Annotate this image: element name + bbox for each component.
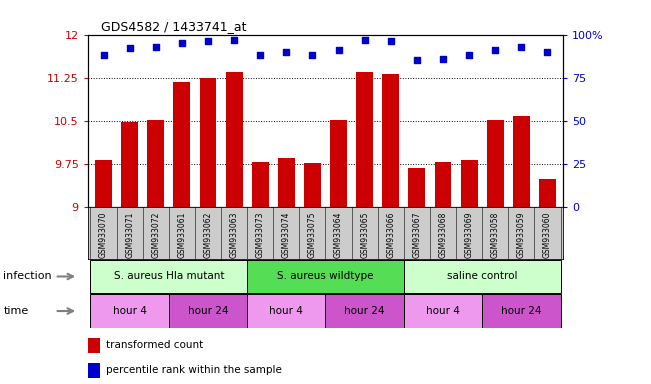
Point: [176, 40, 187, 46]
Bar: [326, 295, 404, 328]
Text: GSM933059: GSM933059: [517, 212, 526, 258]
Bar: [404, 260, 561, 293]
Point: [385, 38, 396, 45]
Bar: [88, 362, 100, 378]
Bar: [404, 295, 482, 328]
Point: [98, 52, 109, 58]
Bar: [90, 295, 169, 328]
Point: [333, 47, 344, 53]
Text: GSM933061: GSM933061: [177, 212, 186, 258]
Point: [464, 52, 475, 58]
Text: GSM933073: GSM933073: [256, 212, 265, 258]
Point: [124, 45, 135, 51]
Text: saline control: saline control: [447, 271, 518, 281]
Point: [411, 58, 422, 64]
Text: hour 4: hour 4: [113, 306, 146, 316]
Text: GSM933071: GSM933071: [125, 212, 134, 258]
Text: GSM933072: GSM933072: [151, 212, 160, 258]
Text: GSM933063: GSM933063: [230, 212, 239, 258]
Text: GSM933065: GSM933065: [360, 212, 369, 258]
Bar: [173, 83, 190, 207]
Text: S. aureus wildtype: S. aureus wildtype: [277, 271, 374, 281]
Bar: [304, 163, 321, 207]
Text: GSM933066: GSM933066: [386, 212, 395, 258]
Text: GSM933058: GSM933058: [491, 212, 500, 258]
Point: [307, 52, 318, 58]
Bar: [382, 74, 399, 207]
Text: GSM933062: GSM933062: [204, 212, 212, 258]
Text: GDS4582 / 1433741_at: GDS4582 / 1433741_at: [101, 20, 247, 33]
Point: [359, 37, 370, 43]
Text: hour 4: hour 4: [426, 306, 460, 316]
Text: GSM933068: GSM933068: [439, 212, 447, 258]
Bar: [252, 162, 269, 207]
Text: GSM933064: GSM933064: [334, 212, 343, 258]
Text: GSM933070: GSM933070: [99, 212, 108, 258]
Point: [203, 38, 214, 45]
Text: GSM933069: GSM933069: [465, 212, 474, 258]
Bar: [539, 179, 556, 207]
Text: hour 24: hour 24: [187, 306, 229, 316]
Bar: [482, 295, 561, 328]
Bar: [169, 295, 247, 328]
Text: S. aureus Hla mutant: S. aureus Hla mutant: [113, 271, 224, 281]
Bar: [226, 72, 243, 207]
Bar: [247, 295, 326, 328]
Point: [281, 49, 292, 55]
Point: [437, 56, 448, 62]
Bar: [95, 160, 112, 207]
Text: GSM933067: GSM933067: [412, 212, 421, 258]
Bar: [147, 120, 164, 207]
Bar: [88, 338, 100, 353]
Text: infection: infection: [3, 271, 52, 281]
Bar: [513, 116, 530, 207]
Text: percentile rank within the sample: percentile rank within the sample: [106, 365, 282, 375]
Point: [255, 52, 266, 58]
Bar: [487, 120, 504, 207]
Text: hour 24: hour 24: [344, 306, 385, 316]
Point: [542, 49, 553, 55]
Text: GSM933060: GSM933060: [543, 212, 552, 258]
Text: GSM933075: GSM933075: [308, 212, 317, 258]
Bar: [408, 168, 425, 207]
Bar: [199, 78, 217, 207]
Bar: [330, 120, 347, 207]
Point: [150, 44, 161, 50]
Point: [516, 44, 527, 50]
Point: [229, 37, 240, 43]
Bar: [278, 159, 295, 207]
Bar: [247, 260, 404, 293]
Point: [490, 47, 501, 53]
Bar: [461, 160, 478, 207]
Text: GSM933074: GSM933074: [282, 212, 291, 258]
Text: time: time: [3, 306, 29, 316]
Text: hour 24: hour 24: [501, 306, 542, 316]
Text: hour 4: hour 4: [270, 306, 303, 316]
Bar: [356, 72, 373, 207]
Bar: [434, 162, 452, 207]
Bar: [121, 122, 138, 207]
Bar: [90, 260, 247, 293]
Text: transformed count: transformed count: [106, 340, 203, 350]
